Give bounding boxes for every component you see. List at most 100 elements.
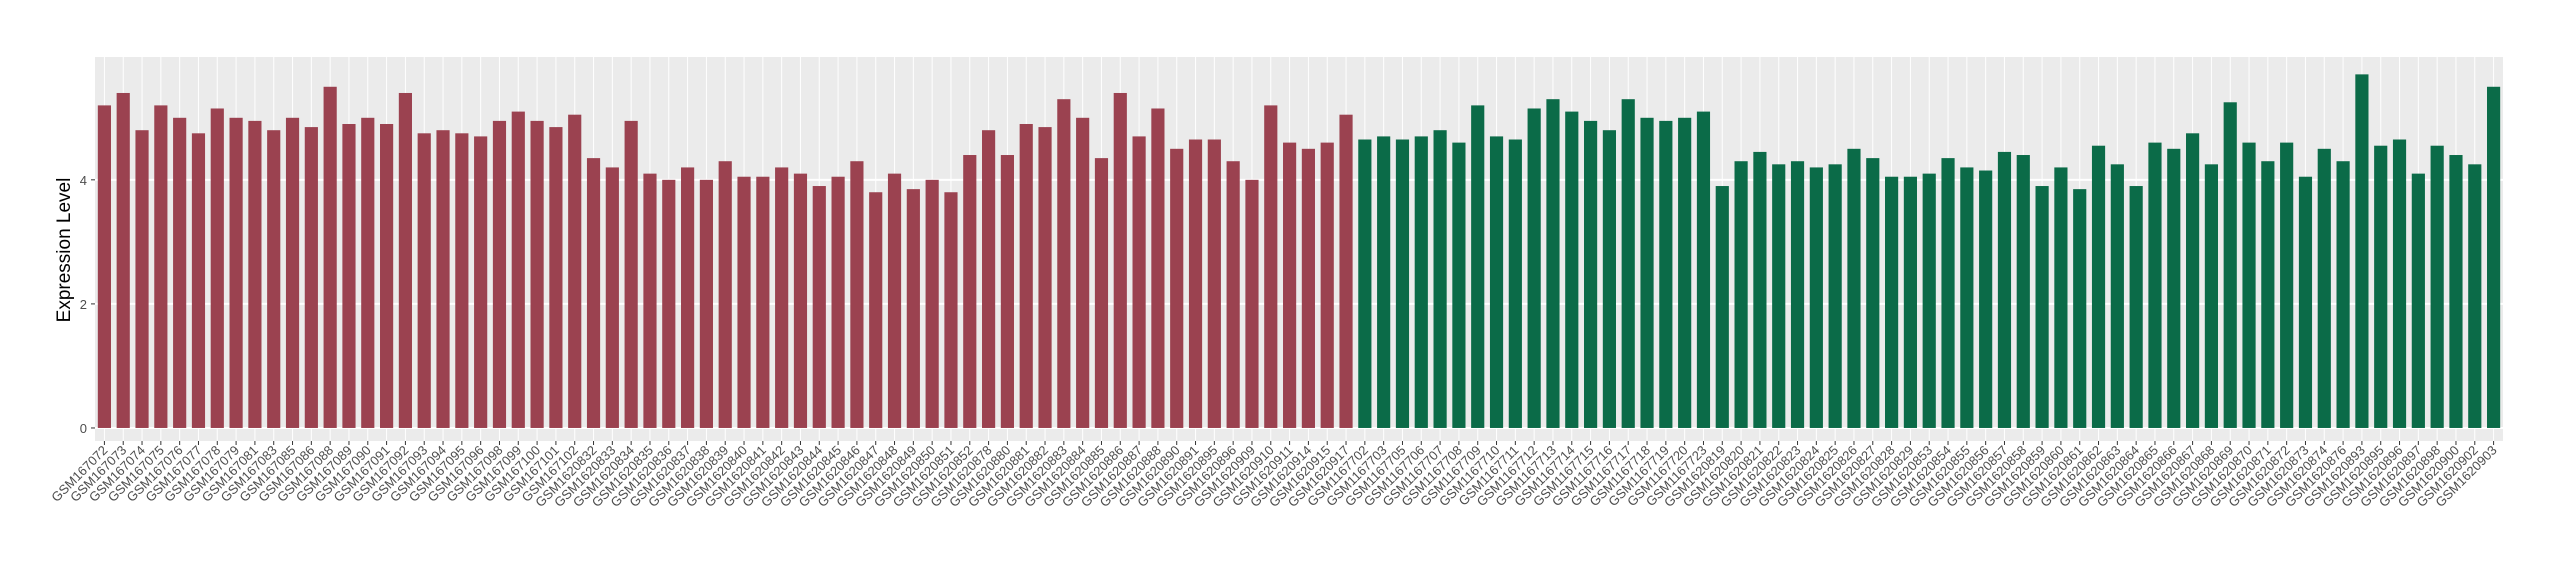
- bar: [2204, 164, 2218, 428]
- bar: [1377, 136, 1391, 428]
- bar: [1527, 108, 1541, 428]
- bar: [1678, 117, 1692, 428]
- bar: [2355, 74, 2369, 428]
- bar: [737, 176, 751, 428]
- bar: [1057, 99, 1071, 428]
- bar: [2242, 142, 2256, 428]
- bar: [2054, 167, 2068, 428]
- bar: [793, 173, 808, 428]
- bar: [1019, 123, 1033, 428]
- bar: [681, 167, 695, 428]
- bar: [887, 173, 902, 428]
- bar: [1790, 161, 1805, 428]
- bar: [1170, 148, 1184, 428]
- bar: [191, 133, 206, 428]
- bar: [1000, 155, 1014, 428]
- bar: [568, 114, 582, 428]
- bar: [1584, 120, 1598, 428]
- y-tick-label: 4: [80, 173, 87, 188]
- bar: [1132, 136, 1146, 428]
- bar: [1076, 117, 1090, 428]
- bar: [2298, 176, 2313, 428]
- bar: [1151, 108, 1165, 428]
- bar: [2148, 142, 2162, 428]
- bar: [1226, 161, 1240, 428]
- bar: [2374, 145, 2388, 428]
- bar: [1997, 151, 2012, 428]
- bar: [97, 105, 111, 428]
- bar: [1565, 111, 1579, 428]
- bar: [812, 186, 826, 428]
- bar: [1640, 117, 1654, 428]
- bar: [643, 173, 657, 428]
- bar: [2186, 133, 2200, 428]
- bar: [1903, 176, 1917, 428]
- bar: [1941, 158, 1955, 428]
- bar: [1038, 127, 1052, 428]
- bar: [718, 161, 732, 428]
- bar: [116, 92, 130, 428]
- bar: [1828, 164, 1842, 428]
- bar: [267, 130, 281, 428]
- bar: [2468, 164, 2482, 428]
- bar: [1546, 99, 1560, 428]
- bar: [285, 117, 300, 428]
- bar: [1508, 139, 1522, 428]
- bar: [1245, 179, 1259, 428]
- bar: [1866, 158, 1880, 428]
- bar: [511, 111, 525, 428]
- bar: [944, 192, 958, 428]
- bar: [982, 130, 996, 428]
- bar: [380, 123, 394, 428]
- bar: [2317, 148, 2331, 428]
- bar: [1715, 186, 1729, 428]
- bar: [586, 158, 601, 428]
- bar: [1339, 114, 1353, 428]
- bar: [925, 179, 939, 428]
- bar: [831, 176, 845, 428]
- bar: [173, 117, 187, 428]
- bar: [1885, 176, 1899, 428]
- bar: [963, 155, 977, 428]
- bar: [1188, 139, 1203, 428]
- bar: [229, 117, 243, 428]
- bar: [1452, 142, 1466, 428]
- bar: [2280, 142, 2294, 428]
- bar: [1264, 105, 1278, 428]
- bar: [398, 92, 412, 428]
- bar: [605, 167, 619, 428]
- bar: [662, 179, 676, 428]
- bar: [1301, 148, 1315, 428]
- bar: [2016, 155, 2030, 428]
- bar: [1922, 173, 1936, 428]
- y-tick-label: 0: [80, 421, 87, 436]
- bar: [869, 192, 883, 428]
- bar: [756, 176, 770, 428]
- bar: [1602, 130, 1616, 428]
- bar: [361, 117, 375, 428]
- bar: [135, 130, 149, 428]
- bar: [1414, 136, 1428, 428]
- bar: [699, 179, 713, 428]
- bar: [2073, 189, 2087, 428]
- bar: [436, 130, 450, 428]
- bar: [775, 167, 789, 428]
- bar: [1094, 158, 1109, 428]
- y-tick-label: 2: [80, 297, 87, 312]
- bar: [1471, 105, 1485, 428]
- bar: [2261, 161, 2275, 428]
- bar: [1395, 139, 1410, 428]
- bar: [1960, 167, 1974, 428]
- bar: [1753, 151, 1767, 428]
- bar: [2487, 86, 2501, 428]
- bar: [850, 161, 864, 428]
- bar: [1358, 139, 1372, 428]
- bar: [417, 133, 431, 428]
- bar: [1621, 99, 1635, 428]
- bar: [1772, 164, 1786, 428]
- bar: [210, 108, 224, 428]
- bar: [624, 120, 638, 428]
- bar: [2110, 164, 2124, 428]
- bar: [1320, 142, 1334, 428]
- bar: [2167, 148, 2181, 428]
